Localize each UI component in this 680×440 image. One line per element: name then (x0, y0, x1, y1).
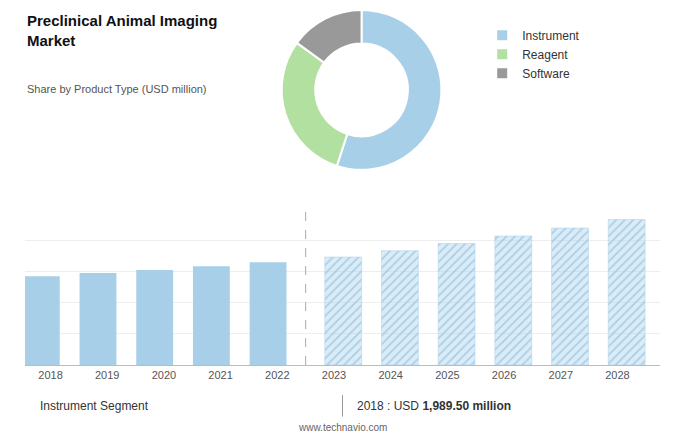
svg-text:2018: 2018 (38, 369, 62, 381)
svg-text:2019: 2019 (95, 369, 119, 381)
svg-text:2022: 2022 (265, 369, 289, 381)
svg-text:Software: Software (522, 67, 570, 81)
svg-text:Instrument: Instrument (522, 29, 579, 43)
svg-text:2021: 2021 (208, 369, 232, 381)
svg-text:Share by Product Type (USD mil: Share by Product Type (USD million) (27, 83, 207, 95)
svg-text:2026: 2026 (492, 369, 516, 381)
svg-text:www.technavio.com: www.technavio.com (298, 422, 387, 433)
svg-text:2028: 2028 (605, 369, 629, 381)
svg-text:2020: 2020 (152, 369, 176, 381)
svg-text:2018 : USD 1,989.50 million: 2018 : USD 1,989.50 million (357, 399, 511, 413)
svg-text:2027: 2027 (549, 369, 573, 381)
svg-text:Instrument Segment: Instrument Segment (40, 399, 149, 413)
svg-text:2023: 2023 (322, 369, 346, 381)
svg-text:2025: 2025 (435, 369, 459, 381)
svg-text:Preclinical Animal ImagingMark: Preclinical Animal ImagingMarket (27, 12, 217, 49)
svg-text:2024: 2024 (378, 369, 402, 381)
svg-text:Reagent: Reagent (522, 48, 568, 62)
